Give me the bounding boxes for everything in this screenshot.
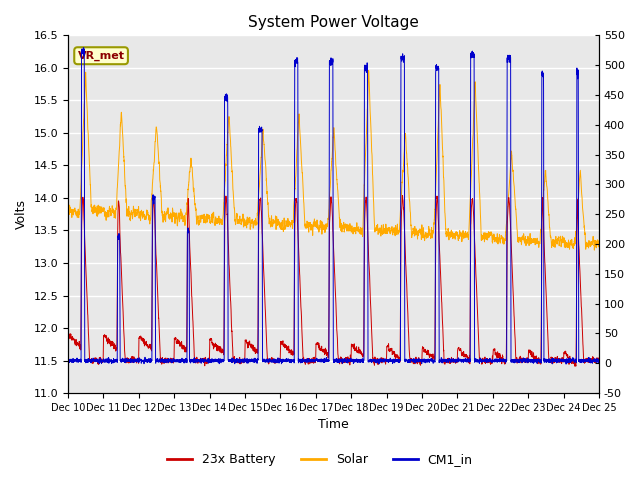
- Legend: 23x Battery, Solar, CM1_in: 23x Battery, Solar, CM1_in: [163, 448, 477, 471]
- X-axis label: Time: Time: [318, 419, 349, 432]
- Y-axis label: Volts: Volts: [15, 199, 28, 229]
- Text: VR_met: VR_met: [77, 50, 125, 61]
- Title: System Power Voltage: System Power Voltage: [248, 15, 419, 30]
